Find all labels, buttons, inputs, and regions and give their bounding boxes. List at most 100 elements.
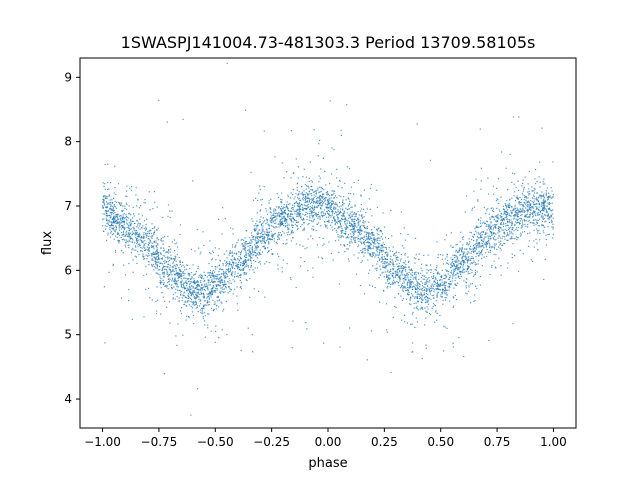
data-point [274,156,276,158]
data-point [339,224,342,226]
data-point [203,304,205,306]
data-point [414,297,416,299]
data-point [260,223,262,226]
data-point [237,272,239,274]
data-point [551,202,553,204]
data-point [307,193,309,195]
data-point [134,222,136,224]
data-point [305,188,307,190]
data-point [369,252,371,254]
data-point [163,255,166,257]
data-point [277,236,279,238]
data-point [434,280,436,282]
data-point [313,214,315,217]
data-point [316,206,318,208]
data-point [318,143,320,145]
data-point [378,234,380,236]
data-point [225,277,227,279]
data-point [201,307,203,309]
data-point [407,277,409,279]
data-point [115,219,117,222]
data-point [378,252,380,254]
data-point [542,203,544,205]
data-point [325,184,327,186]
data-point [510,224,513,226]
data-point [248,255,250,257]
data-point [308,191,311,193]
data-point [258,221,261,223]
data-point [289,219,292,221]
data-point [510,226,512,228]
data-point [266,229,268,231]
data-point [417,283,419,286]
data-point [129,213,131,215]
data-point [264,241,266,244]
data-point [500,216,502,218]
data-point [169,279,171,281]
data-point [527,191,529,193]
data-point [160,283,162,285]
data-point [409,284,411,286]
data-point [545,201,547,203]
data-point [511,223,513,225]
data-point [384,252,386,254]
data-point [508,206,510,208]
data-point [176,253,178,256]
data-point [166,271,168,273]
data-point [497,227,499,230]
data-point [300,265,302,267]
data-point [155,257,157,259]
data-point [506,209,508,211]
data-point [296,221,298,223]
data-point [406,281,409,283]
data-point [128,239,130,241]
data-point [148,287,150,289]
data-point [406,286,409,288]
data-point [302,196,304,198]
data-point [533,192,536,194]
data-point [222,284,224,286]
data-point [338,226,340,228]
data-point [310,219,312,222]
data-point [542,209,544,211]
data-point [398,252,400,254]
data-point [122,219,124,221]
data-point [179,310,182,312]
data-point [418,253,420,255]
data-point [216,276,218,278]
data-point [435,311,437,313]
data-point [289,203,291,205]
data-point [273,237,275,240]
data-point [123,228,125,230]
data-point [337,216,339,218]
data-point [136,220,138,222]
data-point [222,207,224,209]
data-point [552,228,554,230]
data-point [201,277,203,280]
data-point [222,262,224,265]
data-point [125,233,127,235]
data-point [499,247,501,249]
data-point [236,268,239,270]
data-point [113,238,115,240]
data-point [455,244,457,246]
data-point [188,293,190,295]
data-point [172,280,174,282]
data-point [117,218,119,220]
data-point [469,241,471,243]
data-point [385,247,387,249]
data-point [142,237,144,239]
data-point [109,229,111,231]
data-point [200,274,202,276]
data-point [334,219,337,221]
data-point [240,252,242,254]
data-point [331,190,333,192]
data-point [255,237,257,239]
data-point [152,246,155,248]
data-point [215,287,217,289]
data-point [416,282,418,285]
data-point [445,277,447,279]
data-point [267,238,269,240]
data-point [387,254,389,256]
data-point [372,242,374,244]
